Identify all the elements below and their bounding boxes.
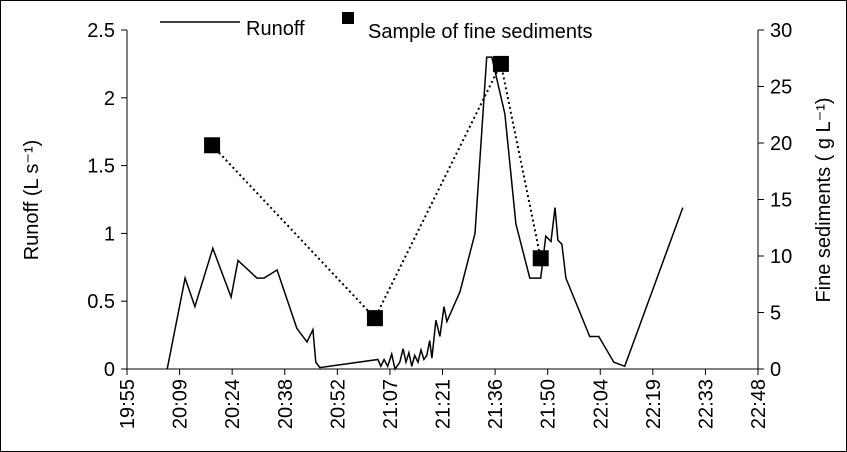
x-tick-label: 19:55 <box>117 379 139 429</box>
legend-marker <box>342 12 354 24</box>
x-tick-label: 21:50 <box>538 379 560 429</box>
x-tick-label: 21:36 <box>485 379 507 429</box>
x-tick-label: 20:09 <box>170 379 192 429</box>
y-tick-label: 2.5 <box>87 20 115 42</box>
y2-tick-label: 10 <box>770 246 792 268</box>
y-tick-label: 0.5 <box>87 291 115 313</box>
x-tick-label: 20:52 <box>327 379 349 429</box>
legend-label: Runoff <box>246 18 305 40</box>
y2-axis-label: Fine sediments ( g L⁻¹) <box>813 97 835 302</box>
sample-connector <box>211 60 542 320</box>
y-tick-label: 2 <box>104 88 115 110</box>
runoff-line <box>166 56 684 371</box>
y-tick-label: 1.5 <box>87 156 115 178</box>
x-tick-label: 21:07 <box>380 379 402 429</box>
x-tick-label: 22:19 <box>643 379 665 429</box>
x-tick-label: 22:04 <box>590 379 612 429</box>
y2-tick-label: 30 <box>770 20 792 42</box>
x-tick-label: 22:48 <box>748 379 770 429</box>
y2-tick-label: 25 <box>770 77 792 99</box>
legend-label: Sample of fine sediments <box>368 21 593 43</box>
x-tick-label: 20:24 <box>222 379 244 429</box>
x-tick-label: 21:21 <box>433 379 455 429</box>
y2-tick-label: 15 <box>770 190 792 212</box>
sample-marker <box>532 250 549 267</box>
x-tick-label: 20:38 <box>275 379 297 429</box>
y2-tick-label: 5 <box>770 303 781 325</box>
sample-marker <box>492 55 509 72</box>
x-tick-label: 22:33 <box>695 379 717 429</box>
sample-marker <box>366 310 383 327</box>
y-axis-label: Runoff (L s⁻¹) <box>21 140 43 261</box>
y2-tick-label: 0 <box>770 359 781 381</box>
sample-marker <box>204 137 221 154</box>
y-tick-label: 0 <box>104 359 115 381</box>
y2-tick-label: 20 <box>770 133 792 155</box>
y-tick-label: 1 <box>104 223 115 245</box>
